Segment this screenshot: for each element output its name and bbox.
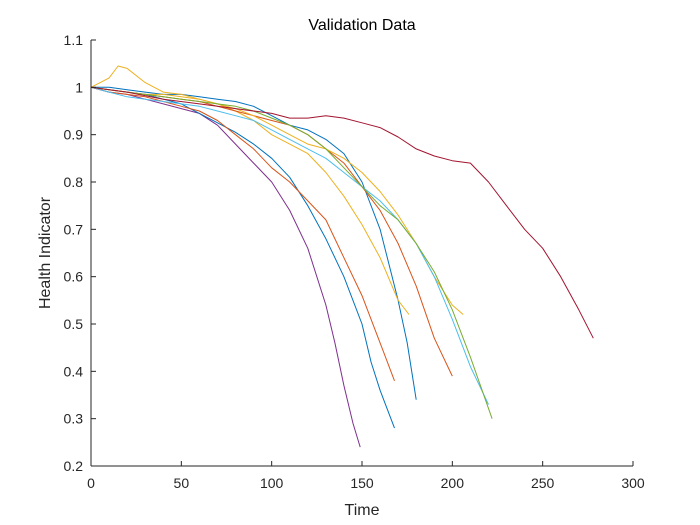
series-line-8: [90, 86, 489, 405]
x-tick-label: 150: [350, 475, 374, 491]
y-tick-label: 0.2: [64, 458, 84, 474]
x-tick-label: 100: [260, 475, 284, 491]
y-tick-label: 0.7: [64, 221, 84, 237]
y-tick-label: 1: [75, 79, 83, 95]
series-line-4: [91, 86, 417, 400]
x-ticks: 0 50 100 150 200 250 300: [87, 461, 645, 491]
series-line-10: [90, 86, 594, 339]
y-tick-label: 0.9: [64, 127, 84, 143]
x-tick-label: 250: [531, 475, 555, 491]
series-line-7: [90, 86, 464, 315]
chart-title: Validation Data: [308, 17, 415, 34]
y-axis-label: Health Indicator: [37, 196, 54, 309]
y-tick-label: 0.3: [64, 411, 84, 427]
y-tick-label: 1.1: [64, 32, 84, 48]
x-tick-label: 200: [441, 475, 465, 491]
x-tick-label: 300: [621, 475, 645, 491]
x-axis-label: Time: [345, 502, 380, 519]
y-ticks: 0.2 0.3 0.4 0.5 0.6 0.7 0.8 0.9 1 1.1: [64, 32, 96, 474]
y-tick-label: 0.5: [64, 316, 84, 332]
x-tick-label: 0: [87, 475, 95, 491]
x-tick-label: 50: [174, 475, 190, 491]
y-tick-label: 0.4: [64, 363, 84, 379]
y-tick-label: 0.8: [64, 174, 84, 190]
y-tick-label: 0.6: [64, 269, 84, 285]
plot-area: [91, 40, 633, 466]
series-line-9: [90, 86, 493, 419]
series-line-5: [90, 65, 410, 315]
series-line-3: [90, 86, 395, 381]
series-layer: [90, 65, 594, 448]
